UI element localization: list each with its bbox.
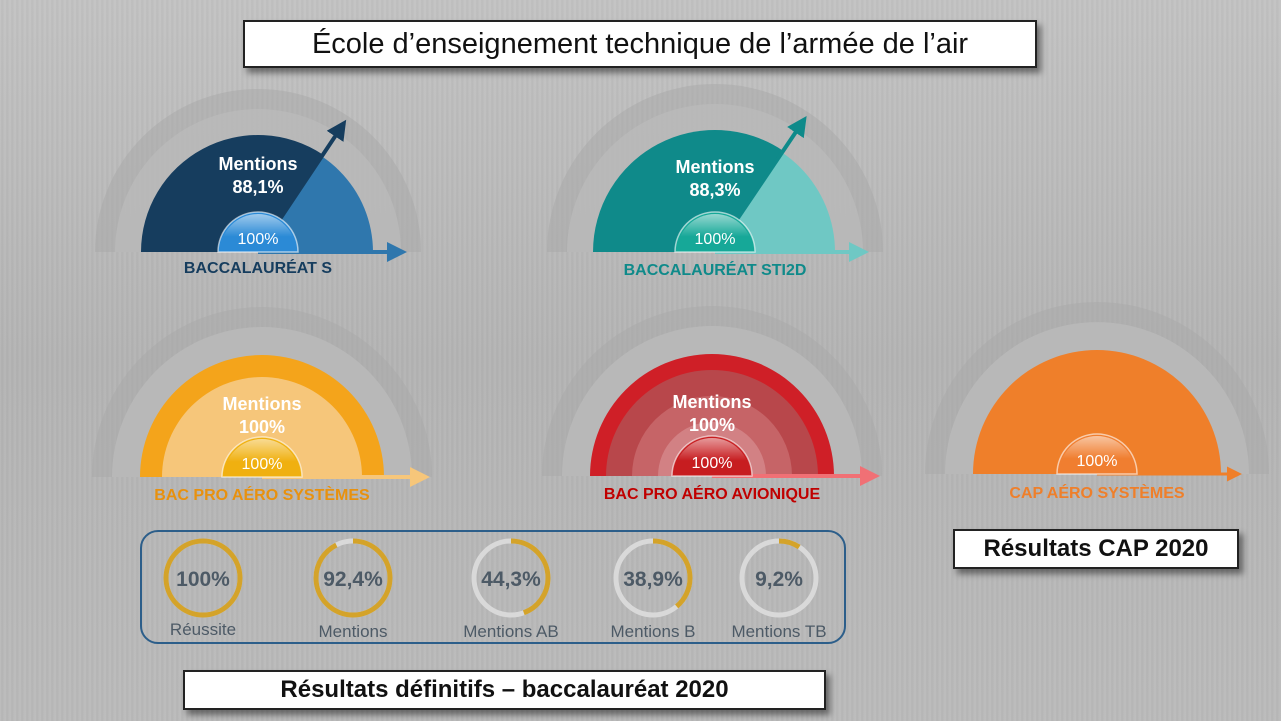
- success-badge-label: 100%: [1077, 453, 1118, 470]
- gauge-title: BAC PRO AÉRO SYSTÈMES: [154, 485, 370, 504]
- donut-value-label: 9,2%: [755, 568, 803, 591]
- success-badge-label: 100%: [692, 455, 733, 472]
- gauge-title: BACCALAURÉAT STI2D: [624, 260, 807, 279]
- page-title: École d’enseignement technique de l’armé…: [243, 20, 1037, 68]
- gauge-mentions-label: Mentions: [673, 392, 752, 412]
- gauge-5: 100% CAP AÉRO SYSTÈMES: [925, 302, 1269, 502]
- gauge-1: 100% Mentions 88,1% BACCALAURÉAT S: [95, 89, 421, 277]
- donut-value-arc: [613, 538, 693, 618]
- gauge-mentions-value: 100%: [689, 415, 735, 435]
- donut-category-label: Réussite: [170, 620, 236, 639]
- gauge-2: 100% Mentions 88,3% BACCALAURÉAT STI2D: [547, 84, 883, 279]
- donut-category-label: Mentions AB: [463, 622, 558, 641]
- success-badge-shine: [220, 214, 296, 252]
- donut-value-label: 92,4%: [323, 568, 383, 591]
- success-badge-label: 100%: [238, 231, 279, 248]
- bac-results-title: Résultats définitifs – baccalauréat 2020: [183, 670, 826, 710]
- donut-5: 9,2% Mentions TB: [731, 538, 827, 641]
- donut-4: 38,9% Mentions B: [610, 538, 696, 641]
- donut-value-label: 38,9%: [623, 568, 683, 591]
- gauge-3: 100% Mentions 100% BAC PRO AÉRO SYSTÈMES: [92, 307, 432, 504]
- success-badge-shine: [1059, 436, 1135, 474]
- gauge-mentions-label: Mentions: [676, 157, 755, 177]
- donut-value-label: 44,3%: [481, 568, 541, 591]
- donut-value-arc: [739, 538, 819, 618]
- cap-results-title: Résultats CAP 2020: [953, 529, 1239, 569]
- donut-category-label: Mentions B: [610, 622, 695, 641]
- success-badge-label: 100%: [242, 456, 283, 473]
- donut-value-label: 100%: [176, 568, 230, 591]
- gauge-mentions-label: Mentions: [219, 154, 298, 174]
- gauge-mentions-value: 88,3%: [689, 180, 740, 200]
- donut-3: 44,3% Mentions AB: [463, 538, 559, 641]
- gauge-title: CAP AÉRO SYSTÈMES: [1009, 483, 1184, 502]
- success-badge-shine: [224, 439, 300, 477]
- gauge-title: BACCALAURÉAT S: [184, 258, 332, 277]
- donut-value-arc: [313, 538, 393, 618]
- donut-value-arc: [163, 538, 243, 618]
- gauge-4: 100% Mentions 100% BAC PRO AÉRO AVIONIQUE: [542, 306, 882, 503]
- donut-value-arc: [471, 538, 551, 618]
- gauge-mentions-value: 100%: [239, 417, 285, 437]
- success-badge-shine: [674, 438, 750, 476]
- donut-1: 100% Réussite: [163, 538, 243, 639]
- success-badge-label: 100%: [695, 231, 736, 248]
- gauge-value-sector: [973, 350, 1221, 474]
- gauge-title: BAC PRO AÉRO AVIONIQUE: [604, 484, 821, 503]
- donut-2: 92,4% Mentions: [313, 538, 393, 641]
- gauge-value-sector: [593, 129, 784, 252]
- gauge-inner-band: [162, 377, 362, 477]
- donut-category-label: Mentions TB: [731, 622, 826, 641]
- gauge-mentions-label: Mentions: [223, 394, 302, 414]
- gauge-mentions-value: 88,1%: [232, 177, 283, 197]
- donut-category-label: Mentions: [319, 622, 388, 641]
- bac-stats-panel: [140, 530, 846, 644]
- success-badge-shine: [677, 214, 753, 252]
